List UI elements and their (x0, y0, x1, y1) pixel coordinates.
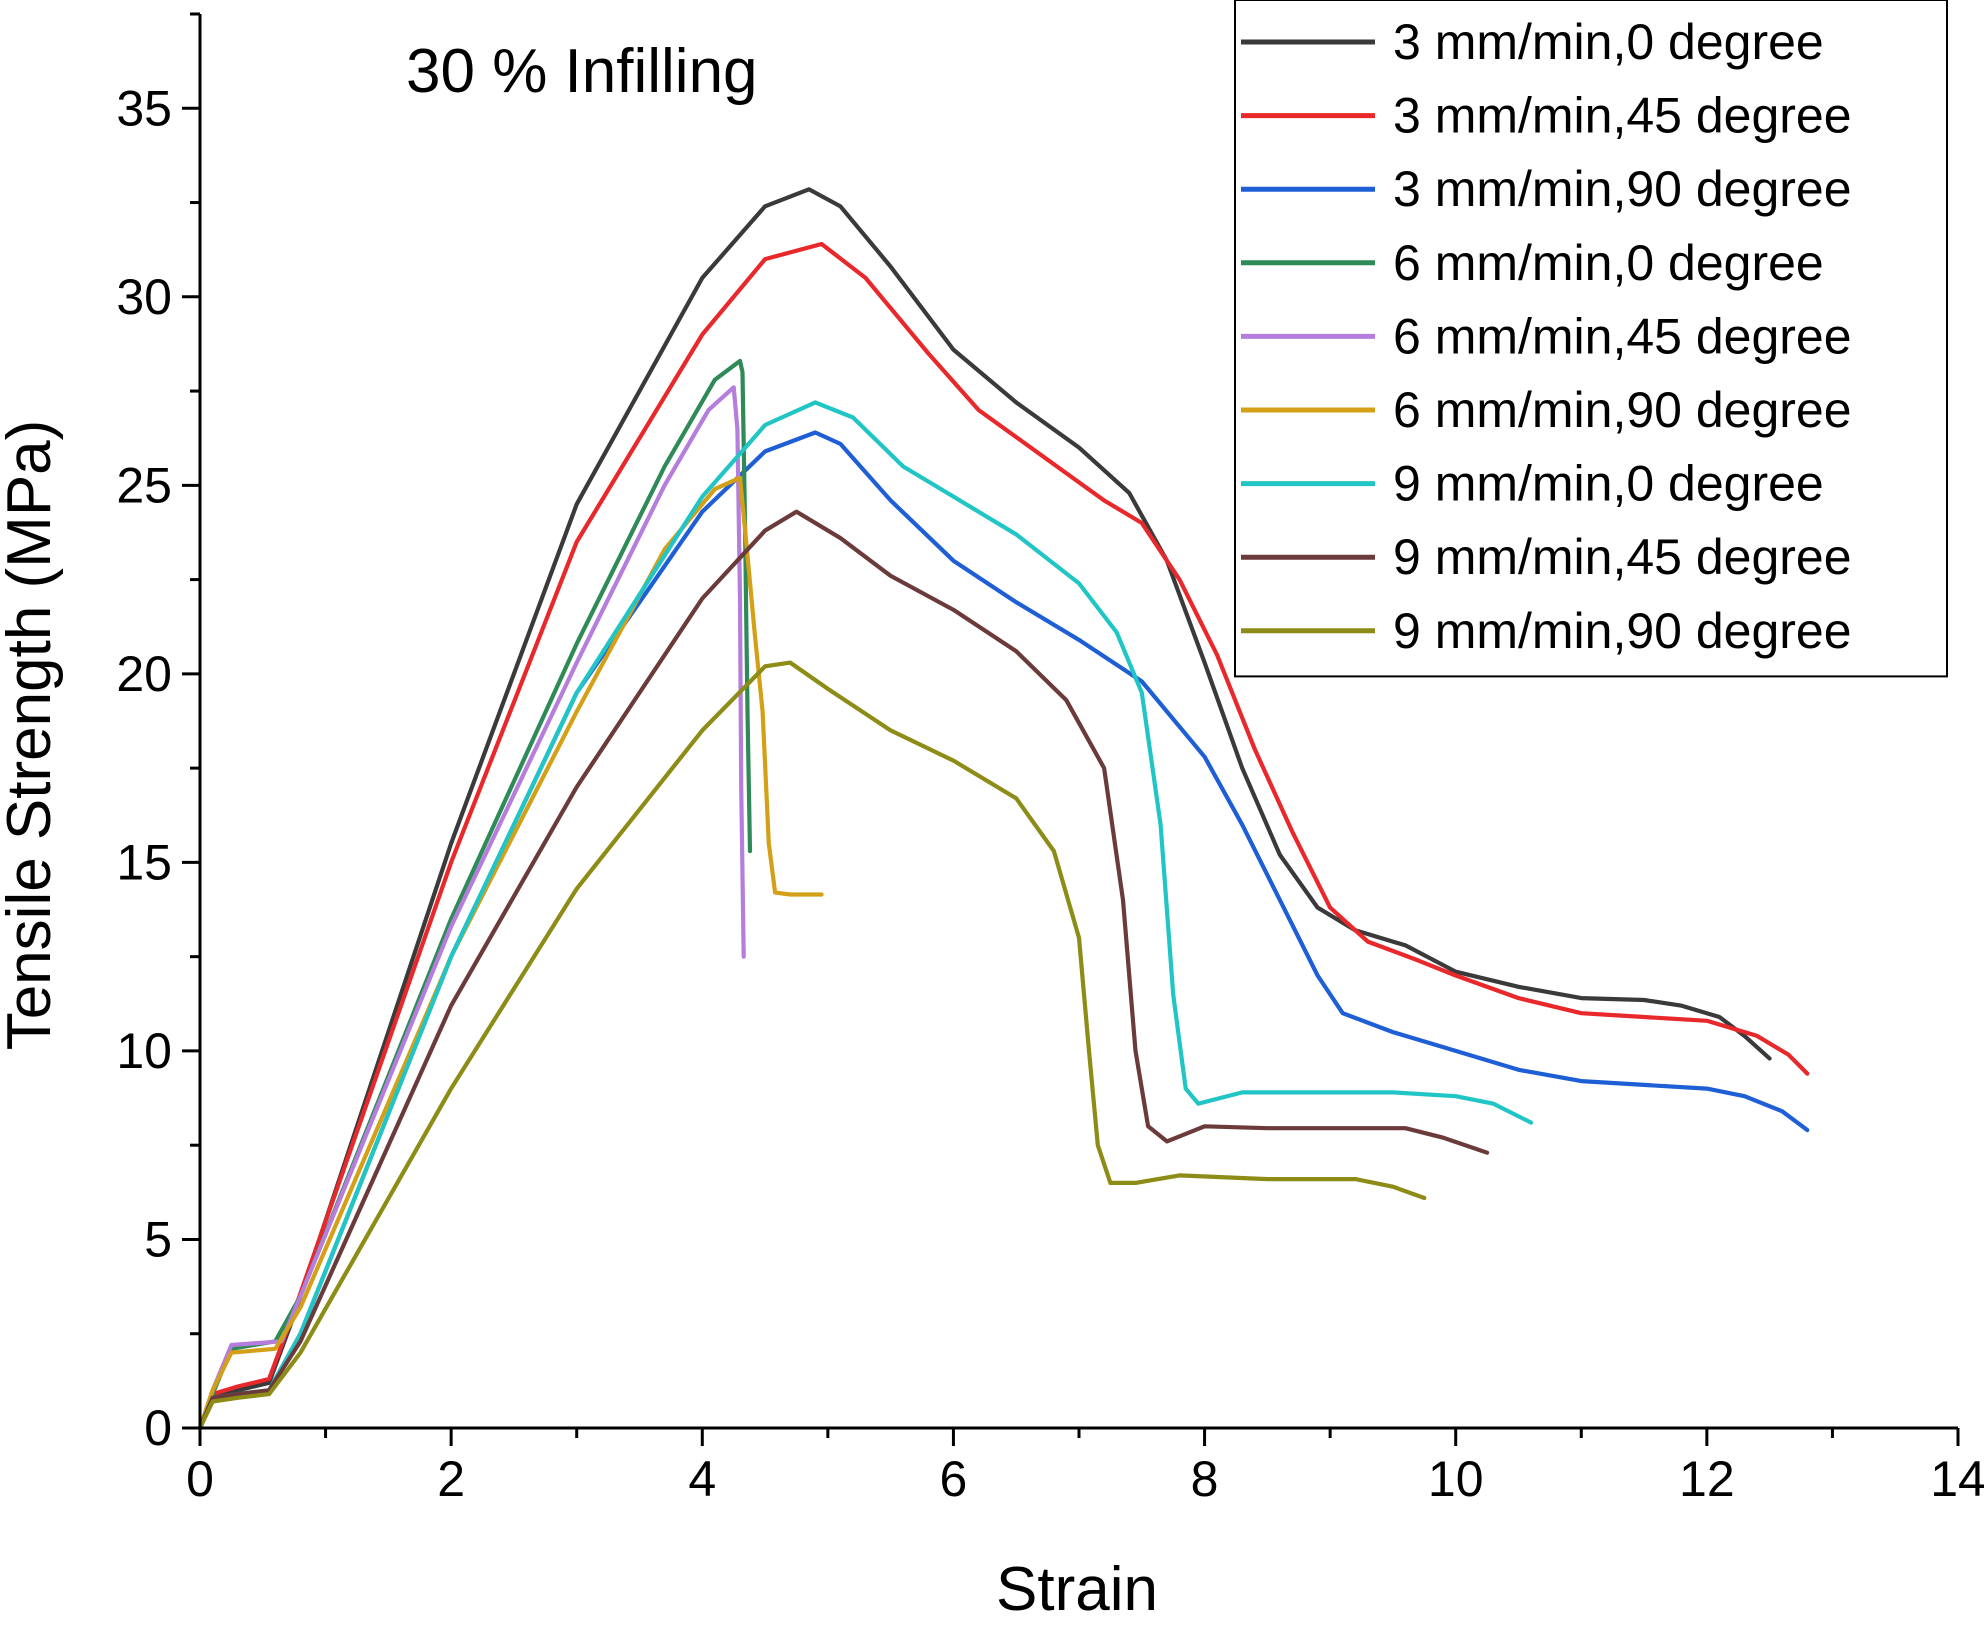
x-tick-label: 4 (688, 1451, 716, 1507)
x-tick-label: 0 (186, 1451, 214, 1507)
y-tick-label: 15 (116, 834, 172, 890)
series-line-7 (197, 400, 1534, 1431)
x-tick-label: 10 (1428, 1451, 1484, 1507)
legend-label: 3 mm/min,45 degree (1393, 88, 1852, 144)
x-tick-label: 8 (1191, 1451, 1219, 1507)
x-tick-label: 6 (940, 1451, 968, 1507)
y-tick-label: 20 (116, 646, 172, 702)
x-tick-label: 2 (437, 1451, 465, 1507)
legend: 3 mm/min,0 degree 3 mm/min,45 degree 3 mm/… (1234, 0, 1948, 678)
y-tick-label: 25 (116, 457, 172, 513)
series-line-4 (197, 358, 753, 1431)
series-line-8 (197, 509, 1490, 1431)
series-layer (197, 187, 1810, 1431)
chart-annotation: 30 % Infilling (406, 37, 758, 106)
series-line-1 (197, 187, 1772, 1431)
y-tick-label: 30 (116, 269, 172, 325)
y-tick-label: 35 (116, 80, 172, 136)
series-line-5 (197, 385, 746, 1431)
legend-label: 3 mm/min,90 degree (1393, 161, 1852, 217)
y-tick-label: 0 (144, 1400, 172, 1456)
series-line-6 (197, 475, 824, 1431)
series-line-2 (197, 241, 1810, 1431)
legend-label: 9 mm/min,0 degree (1393, 456, 1824, 512)
y-tick-label: 5 (144, 1211, 172, 1267)
legend-label: 6 mm/min,45 degree (1393, 308, 1852, 364)
series-line-9 (197, 660, 1427, 1431)
legend-label: 6 mm/min,0 degree (1393, 235, 1824, 291)
x-tick-label: 14 (1930, 1451, 1984, 1507)
legend-label: 3 mm/min,0 degree (1393, 14, 1824, 70)
legend-label: 6 mm/min,90 degree (1393, 382, 1852, 438)
axes-layer: 0 2 4 6 8 10 12 14 0 5 10 15 20 25 30 35 (116, 12, 1984, 1507)
x-tick-label: 12 (1679, 1451, 1735, 1507)
legend-label: 9 mm/min,45 degree (1393, 529, 1852, 585)
x-axis-title: Strain (996, 1555, 1158, 1624)
y-tick-label: 10 (116, 1023, 172, 1079)
legend-label: 9 mm/min,90 degree (1393, 603, 1852, 659)
y-axis-title: Tensile Strength (MPa) (0, 420, 64, 1051)
